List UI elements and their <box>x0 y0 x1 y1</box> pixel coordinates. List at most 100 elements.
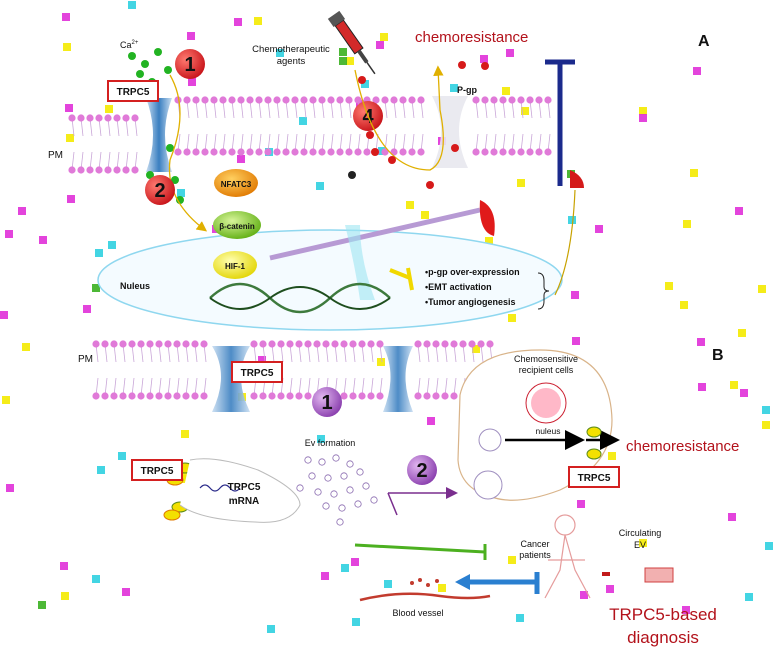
syringe-icon <box>327 10 376 75</box>
confetti-square <box>62 13 70 21</box>
membrane-b-lipid-head <box>277 340 285 348</box>
confetti-square <box>740 389 748 397</box>
ev-vesicle <box>346 486 354 494</box>
membrane-a-lipid-head <box>336 148 344 156</box>
confetti-square <box>18 207 26 215</box>
ev-vesicle <box>322 502 330 510</box>
membrane-a-lipid-head <box>264 148 272 156</box>
confetti-square <box>316 182 324 190</box>
ev-vesicle <box>340 472 348 480</box>
confetti-square <box>105 105 113 113</box>
outcome-1: •p-gp over-expression <box>425 267 520 277</box>
membrane-a-lipid-head <box>517 96 525 104</box>
outcome-brace <box>537 272 550 310</box>
yellow-inhibitor <box>389 267 414 291</box>
confetti-square <box>680 301 688 309</box>
nfatc3-label: NFATC3 <box>221 180 252 189</box>
membrane-b-lipid-head <box>486 340 494 348</box>
panel-a: 1 2 4 NFATC3 β-cate <box>48 10 710 331</box>
membrane-a-lipid-head <box>481 96 489 104</box>
confetti-square <box>60 562 68 570</box>
endosome-2 <box>473 470 503 500</box>
chemo-agents-line2: agents <box>277 56 306 67</box>
membrane-b-lipid-head <box>376 392 384 400</box>
membrane-a-lipid-head <box>327 96 335 104</box>
confetti-square <box>421 211 429 219</box>
membrane-b-lipid-head <box>182 340 190 348</box>
endosome-1 <box>478 428 502 452</box>
confetti-square <box>95 249 103 257</box>
membrane-a-lipid-head <box>309 96 317 104</box>
donor-cell <box>179 458 301 523</box>
confetti-square <box>118 452 126 460</box>
confetti-square <box>108 241 116 249</box>
membrane-a-lipid-head <box>544 148 552 156</box>
confetti-decoration <box>0 1 773 633</box>
membrane-a-lipid-head <box>219 148 227 156</box>
diagnosis-line1: TRPC5-based <box>609 605 717 624</box>
plasma-membrane-a <box>68 96 552 174</box>
confetti-square <box>339 57 347 65</box>
receptor-red <box>570 170 584 188</box>
feedback-line <box>554 189 576 296</box>
membrane-b-lipid-head <box>414 340 422 348</box>
confetti-square <box>341 564 349 572</box>
membrane-b-lipid-head <box>432 340 440 348</box>
confetti-square <box>361 80 369 88</box>
confetti-square <box>276 49 284 57</box>
signal-arrow <box>168 74 208 232</box>
membrane-a-lipid-head <box>201 96 209 104</box>
confetti-square <box>485 237 493 245</box>
membrane-b-lipid-head <box>268 392 276 400</box>
confetti-square <box>2 396 10 404</box>
membrane-b-lipid-head <box>173 392 181 400</box>
confetti-square <box>376 41 384 49</box>
membrane-a-lipid-head <box>273 96 281 104</box>
cancer-patients-line2: patients <box>519 550 551 560</box>
membrane-a-lipid-head <box>499 148 507 156</box>
confetti-square <box>745 593 753 601</box>
step-2-circle-b <box>407 455 437 485</box>
confetti-square <box>762 421 770 429</box>
membrane-a-lipid-head <box>490 96 498 104</box>
membrane-b-lipid-head <box>277 392 285 400</box>
membrane-a-lipid-head <box>95 114 103 122</box>
confetti-square <box>608 452 616 460</box>
membrane-a-lipid-head <box>345 96 353 104</box>
membrane-b-lipid-head <box>146 340 154 348</box>
confetti-square <box>92 575 100 583</box>
membrane-a-lipid-head <box>309 148 317 156</box>
confetti-square <box>472 345 480 353</box>
ca-label: Ca2+ <box>120 40 139 50</box>
circulating-line2: EV <box>634 540 646 550</box>
membrane-a-lipid-head <box>183 96 191 104</box>
membrane-b-lipid-head <box>414 392 422 400</box>
membrane-b-lipid-head <box>250 392 258 400</box>
membrane-a-lipid-head <box>354 96 362 104</box>
membrane-a-lipid-head <box>273 148 281 156</box>
ev-vesicle <box>324 474 332 482</box>
membrane-a-lipid-head <box>390 96 398 104</box>
membrane-b-lipid-head <box>304 392 312 400</box>
membrane-b-lipid-head <box>358 392 366 400</box>
nucleus-ellipse <box>97 229 563 331</box>
membrane-a-lipid-head <box>104 114 112 122</box>
blood-vessel-label: Blood vessel <box>392 608 443 618</box>
membrane-a-lipid-head <box>255 148 263 156</box>
membrane-b-lipid-head <box>423 392 431 400</box>
membrane-a-lipid-head <box>113 114 121 122</box>
membrane-b-lipid-head <box>259 392 267 400</box>
confetti-square <box>639 114 647 122</box>
membrane-a-lipid-head <box>228 96 236 104</box>
membrane-b-lipid-head <box>164 392 172 400</box>
confetti-square <box>665 282 673 290</box>
ev-vesicle <box>336 518 344 526</box>
uptake-arrow-tail <box>387 492 398 516</box>
membrane-a-lipid-head <box>481 148 489 156</box>
panel-a-letter: A <box>698 33 710 50</box>
membrane-a-lipid-head <box>192 96 200 104</box>
membrane-a-lipid-head <box>131 166 139 174</box>
membrane-a-lipid-head <box>535 148 543 156</box>
confetti-square <box>0 311 8 319</box>
membrane-a-lipid-head <box>237 96 245 104</box>
